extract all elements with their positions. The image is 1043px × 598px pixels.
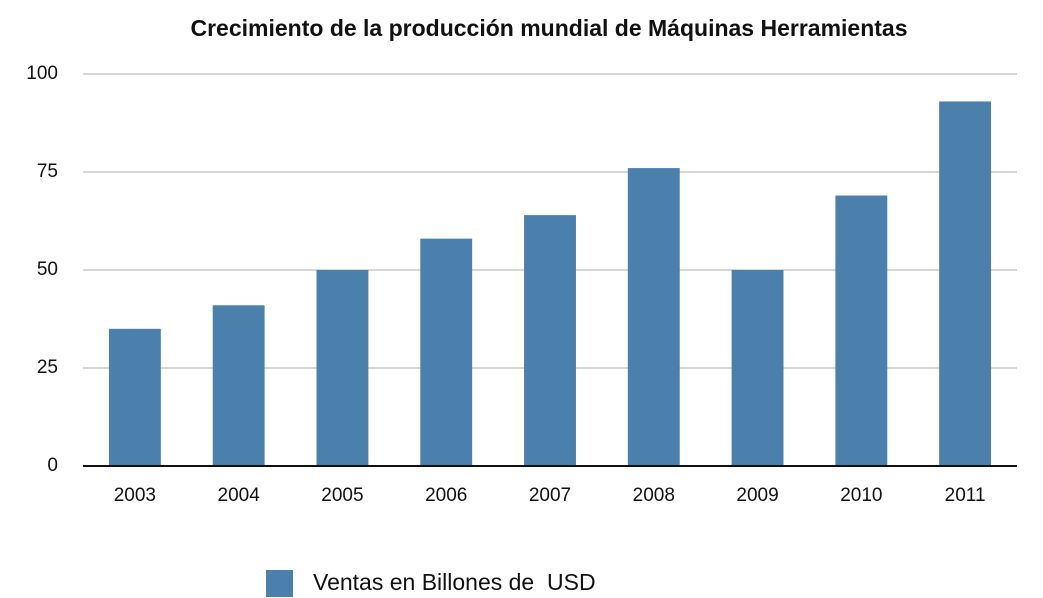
x-tick-label: 2005 — [321, 485, 363, 506]
x-tick-label: 2006 — [425, 485, 467, 506]
y-tick-label: 25 — [37, 357, 58, 378]
bar — [420, 238, 473, 466]
bar — [835, 195, 888, 466]
x-tick-label: 2007 — [529, 485, 571, 506]
y-tick-label: 75 — [37, 161, 58, 182]
x-tick-label: 2009 — [736, 485, 778, 506]
x-tick-label: 2011 — [945, 485, 986, 506]
y-tick-label: 0 — [47, 455, 58, 476]
bar — [108, 328, 161, 466]
x-tick-label: 2003 — [114, 485, 156, 506]
x-tick-label: 2008 — [633, 485, 675, 506]
bar — [212, 305, 265, 466]
x-tick-label: 2004 — [218, 485, 261, 506]
chart-title: Crecimiento de la producción mundial de … — [191, 15, 908, 41]
bar — [731, 270, 784, 466]
x-tick-label: 2010 — [840, 485, 882, 506]
legend-swatch — [266, 570, 293, 597]
bar — [524, 215, 576, 466]
bar — [627, 168, 680, 466]
bar — [316, 270, 369, 466]
y-tick-label: 100 — [26, 63, 58, 84]
y-tick-label: 50 — [37, 259, 58, 280]
legend-label: Ventas en Billones de USD — [313, 569, 596, 595]
bar — [939, 101, 992, 466]
